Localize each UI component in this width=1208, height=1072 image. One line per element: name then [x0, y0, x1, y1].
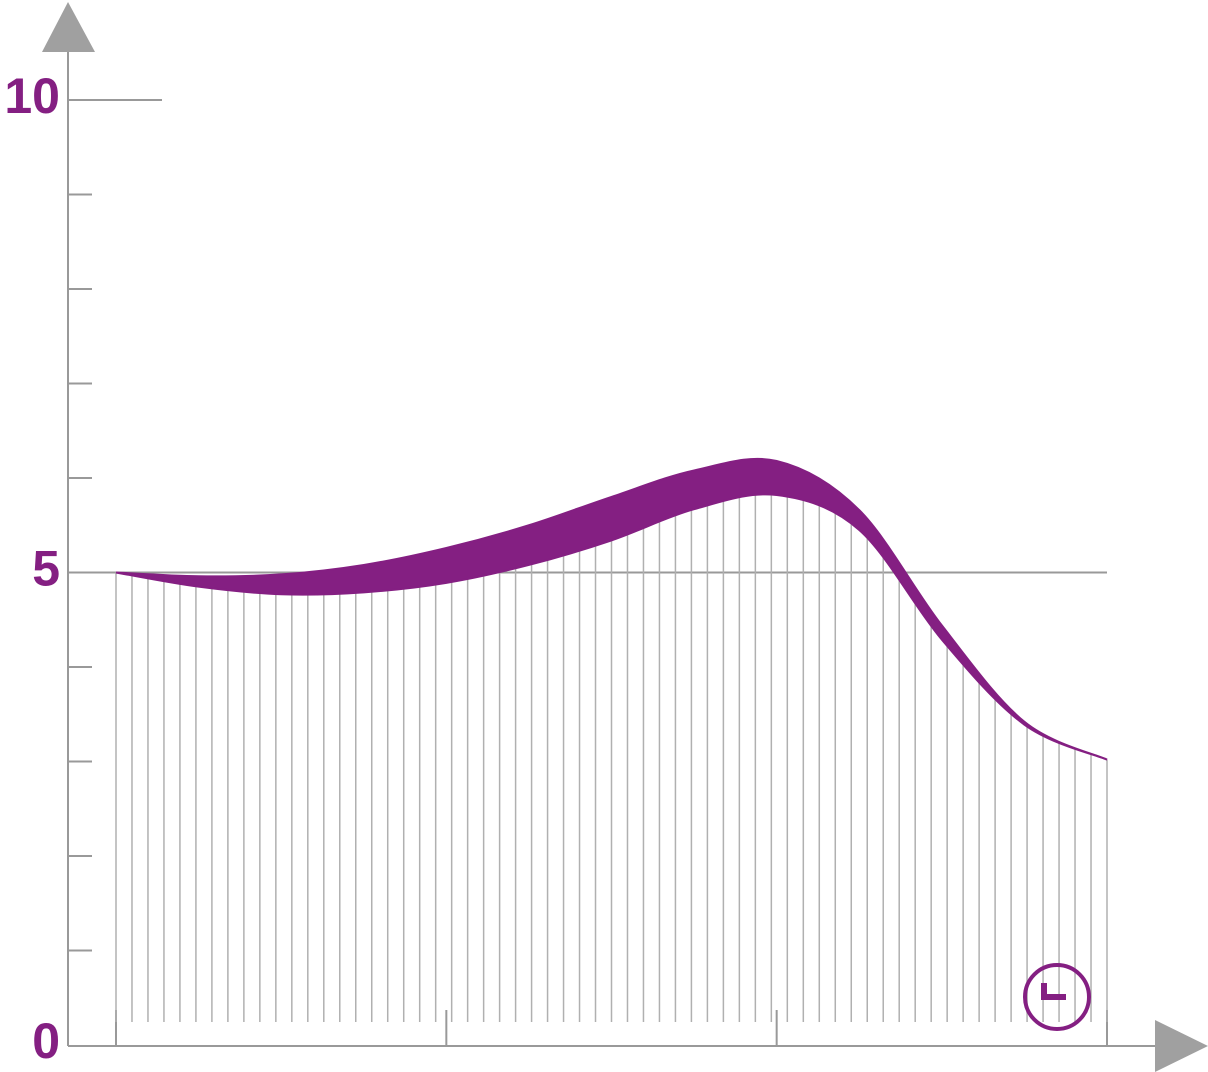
x-axis-arrow [1155, 1020, 1208, 1072]
y-tick-label: 10 [4, 68, 60, 124]
clock-icon [1023, 963, 1091, 1031]
band-fill [116, 458, 1107, 760]
y-tick-label: 0 [32, 1013, 60, 1069]
band-edge [115, 457, 1108, 761]
y-axis-arrow [42, 2, 95, 52]
band-edge [115, 493, 1108, 761]
y-tick-label: 5 [32, 541, 60, 597]
